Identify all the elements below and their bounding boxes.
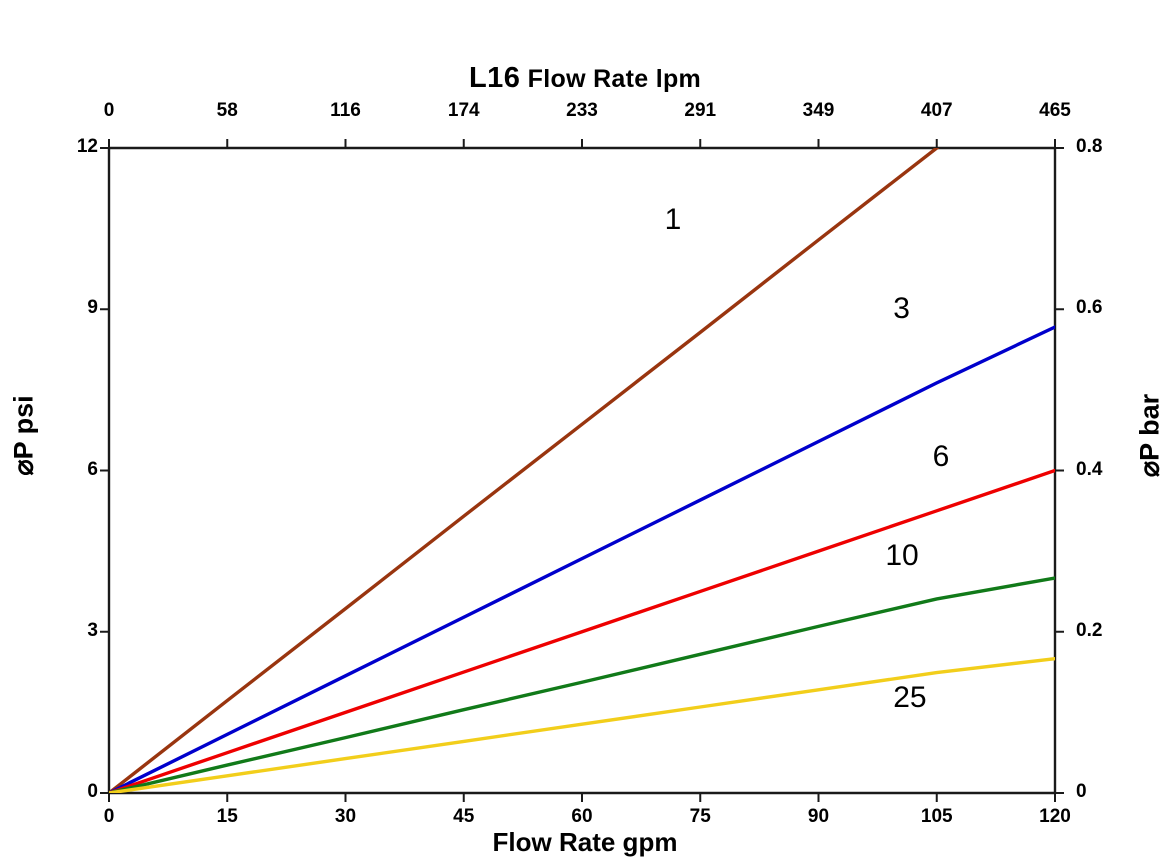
series-line-25 xyxy=(109,656,1055,793)
ticks-bottom-label-3: 45 xyxy=(453,806,475,827)
ticks-top-label-0: 0 xyxy=(103,100,115,121)
ticks-bottom-label-0: 0 xyxy=(103,806,115,827)
series-line-3 xyxy=(109,325,1055,793)
ticks-right-label-4: 0.8 xyxy=(1076,136,1103,157)
series-label-1: 1 xyxy=(664,203,682,237)
data-series-group xyxy=(109,148,1055,793)
ticks-bottom-label-7: 105 xyxy=(920,806,953,827)
ticks-bottom-label-8: 120 xyxy=(1039,806,1071,827)
ticks-top-label-7: 407 xyxy=(920,100,953,121)
series-line-6 xyxy=(109,468,1055,793)
ticks-bottom-label-4: 60 xyxy=(571,806,593,827)
ticks-top-label-1: 58 xyxy=(216,100,238,121)
series-label-3: 3 xyxy=(893,291,910,325)
top-axis-title-rest: Flow Rate lpm xyxy=(520,65,702,93)
top-axis-title: L16 Flow Rate lpm xyxy=(0,62,1170,95)
bottom-axis-title: Flow Rate gpm xyxy=(492,827,678,857)
ticks-right-label-3: 0.6 xyxy=(1076,297,1103,319)
ticks-right-label-1: 0.2 xyxy=(1076,619,1103,641)
ticks-left-label-0: 0 xyxy=(87,781,98,802)
ticks-top-label-5: 291 xyxy=(684,100,717,121)
ticks-top-label-2: 116 xyxy=(330,100,361,121)
ticks-left-label-4: 12 xyxy=(76,136,98,157)
ticks-top-label-6: 349 xyxy=(802,100,835,121)
ticks-bottom-label-2: 30 xyxy=(334,806,357,827)
ticks-left-label-2: 6 xyxy=(87,458,98,480)
ticks-top-label-8: 465 xyxy=(1039,100,1071,121)
top-axis-title-prefix: L16 xyxy=(468,62,521,94)
series-label-10: 10 xyxy=(885,539,919,573)
series-line-1 xyxy=(109,148,940,793)
ticks-top-label-4: 233 xyxy=(566,100,598,121)
axis-ticks-group xyxy=(100,139,1064,802)
ticks-right-label-0: 0 xyxy=(1076,781,1087,802)
ticks-right-label-2: 0.4 xyxy=(1076,458,1103,480)
ticks-bottom-label-6: 90 xyxy=(807,806,830,827)
ticks-bottom-label-1: 15 xyxy=(216,806,238,827)
series-line-10 xyxy=(109,576,1055,793)
ticks-left-label-1: 3 xyxy=(87,619,98,641)
ticks-left-label-3: 9 xyxy=(87,297,98,319)
series-label-25: 25 xyxy=(893,680,927,714)
ticks-top-label-3: 174 xyxy=(447,100,480,121)
ticks-bottom-label-5: 75 xyxy=(689,806,711,827)
series-label-6: 6 xyxy=(932,439,950,473)
